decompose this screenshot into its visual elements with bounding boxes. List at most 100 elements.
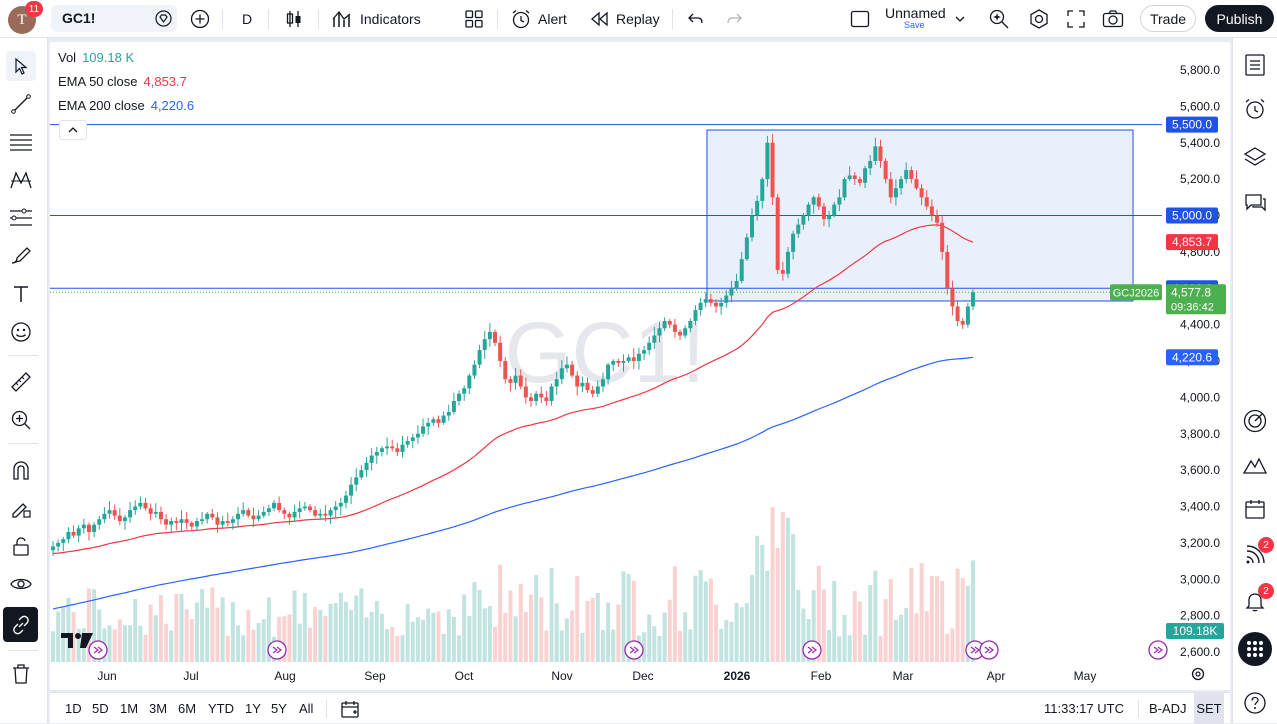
fullscreen-icon[interactable] [1066,0,1086,38]
chat-icon[interactable] [1240,188,1270,218]
clock-time[interactable]: 11:33:17 UTC [1044,701,1124,716]
range-1d[interactable]: 1D [65,701,82,716]
range-5y[interactable]: 5Y [271,701,287,716]
text-icon[interactable] [6,279,36,309]
collapse-legend-button[interactable] [59,120,87,140]
range-1y[interactable]: 1Y [245,701,261,716]
apps-grid-icon[interactable] [1238,632,1272,666]
range-6m[interactable]: 6M [178,701,197,716]
add-symbol-icon[interactable] [190,0,210,38]
target-icon[interactable] [1240,406,1270,436]
trash-icon[interactable] [6,659,36,689]
candles [51,133,975,557]
axis-settings-icon[interactable] [1190,666,1206,687]
range-ytd[interactable]: YTD [208,701,234,716]
replay-button[interactable]: Replay [590,0,660,38]
save-label[interactable]: Save [904,20,925,30]
indicators-button[interactable]: Indicators [332,0,421,38]
interval-button[interactable]: D [242,11,253,27]
volume-bar [518,583,523,662]
price-axis[interactable] [1162,42,1230,690]
watchlist-icon[interactable] [1240,50,1270,80]
emoji-icon[interactable] [6,317,36,347]
event-marker-icon[interactable] [88,640,108,660]
edit-lock-icon[interactable] [6,493,36,523]
help-icon[interactable] [1240,688,1270,718]
layouts-icon[interactable] [464,0,484,38]
range-3m[interactable]: 3M [149,701,168,716]
event-marker-icon[interactable] [979,640,999,660]
event-marker-icon[interactable] [802,640,822,660]
trade-button[interactable]: Trade [1140,5,1196,32]
cursor-icon[interactable] [6,51,36,81]
candle-body [153,511,158,514]
eye-icon[interactable] [6,569,36,599]
symbol-search[interactable]: GC1! [51,5,177,32]
volume-bar [564,618,569,662]
time-axis[interactable] [50,662,1230,690]
notifications-bell-icon[interactable]: 2 [1240,583,1274,616]
pattern-icon[interactable] [6,165,36,195]
contract-tag[interactable] [1110,284,1162,301]
volume-bar [914,613,919,662]
stream-icon[interactable]: 2 [1240,537,1274,570]
alert-button[interactable]: Alert [510,0,567,38]
candles-icon[interactable] [284,0,304,38]
diamond-icon[interactable] [155,10,172,32]
tradingview-logo-icon[interactable] [60,630,94,655]
horizontal-lines-icon[interactable] [6,127,36,157]
tag-ema50[interactable] [1166,234,1218,251]
volume-bar [261,619,266,662]
ema200-legend[interactable]: EMA 200 close 4,220.6 [58,98,194,113]
volume-legend[interactable]: Vol 109.18 K [58,50,134,65]
volume-bar [672,566,677,662]
tag-5000[interactable] [1166,207,1218,224]
fib-retracement-icon[interactable] [6,203,36,233]
ema50-legend[interactable]: EMA 50 close 4,853.7 [58,74,187,89]
chart-pane[interactable]: GC1! 5,800.0 5,600.0 5,400.0 5,200.0 5,000.0… [50,42,1230,690]
volume-bar [415,617,420,662]
range-1m[interactable]: 1M [120,701,139,716]
layout-checkbox-icon[interactable] [850,0,870,38]
set-toggle[interactable]: SET [1194,693,1224,724]
link-icon[interactable] [3,607,38,642]
tag-ema200[interactable] [1166,349,1218,366]
range-all[interactable]: All [299,701,314,716]
ideas-icon[interactable] [1240,450,1270,480]
event-marker-icon[interactable] [1148,640,1168,660]
brush-icon[interactable] [6,241,36,271]
calendar-icon[interactable] [1240,494,1270,524]
redo-icon[interactable] [725,0,743,38]
volume-bar [164,623,169,662]
camera-icon[interactable] [1102,0,1124,38]
settings-gear-icon[interactable] [1028,0,1050,38]
quick-search-icon[interactable] [988,0,1010,38]
event-marker-icon[interactable] [267,640,287,660]
event-marker-icon[interactable] [624,640,644,660]
trend-line-icon[interactable] [6,89,36,119]
volume-bar [626,573,631,662]
alerts-clock-icon[interactable] [1240,94,1270,124]
candle-body [893,188,898,198]
publish-button[interactable]: Publish [1205,5,1274,32]
layers-icon[interactable] [1240,142,1270,172]
ema50-line[interactable] [52,224,974,555]
chevron-down-icon[interactable] [954,0,966,38]
date-range-icon[interactable] [340,693,360,724]
tag-5500[interactable] [1166,116,1218,133]
tag-last-price[interactable] [1166,284,1226,315]
price-chart[interactable]: GC1! 5,800.0 5,600.0 5,400.0 5,200.0 5,000.0… [50,42,1230,690]
zoom-in-icon[interactable] [6,405,36,435]
ruler-icon[interactable] [6,367,36,397]
volume-bar [71,612,76,662]
undo-icon[interactable] [687,0,705,38]
layout-name[interactable]: Unnamed [885,5,946,21]
range-5d[interactable]: 5D [92,701,109,716]
b-adj-toggle[interactable]: B-ADJ [1149,701,1187,716]
tag-volume[interactable] [1166,623,1224,639]
candle-body [225,521,230,523]
volume-bar [935,576,940,662]
ema200-line[interactable] [52,356,974,610]
lock-icon[interactable] [6,531,36,561]
magnet-icon[interactable] [6,455,36,485]
